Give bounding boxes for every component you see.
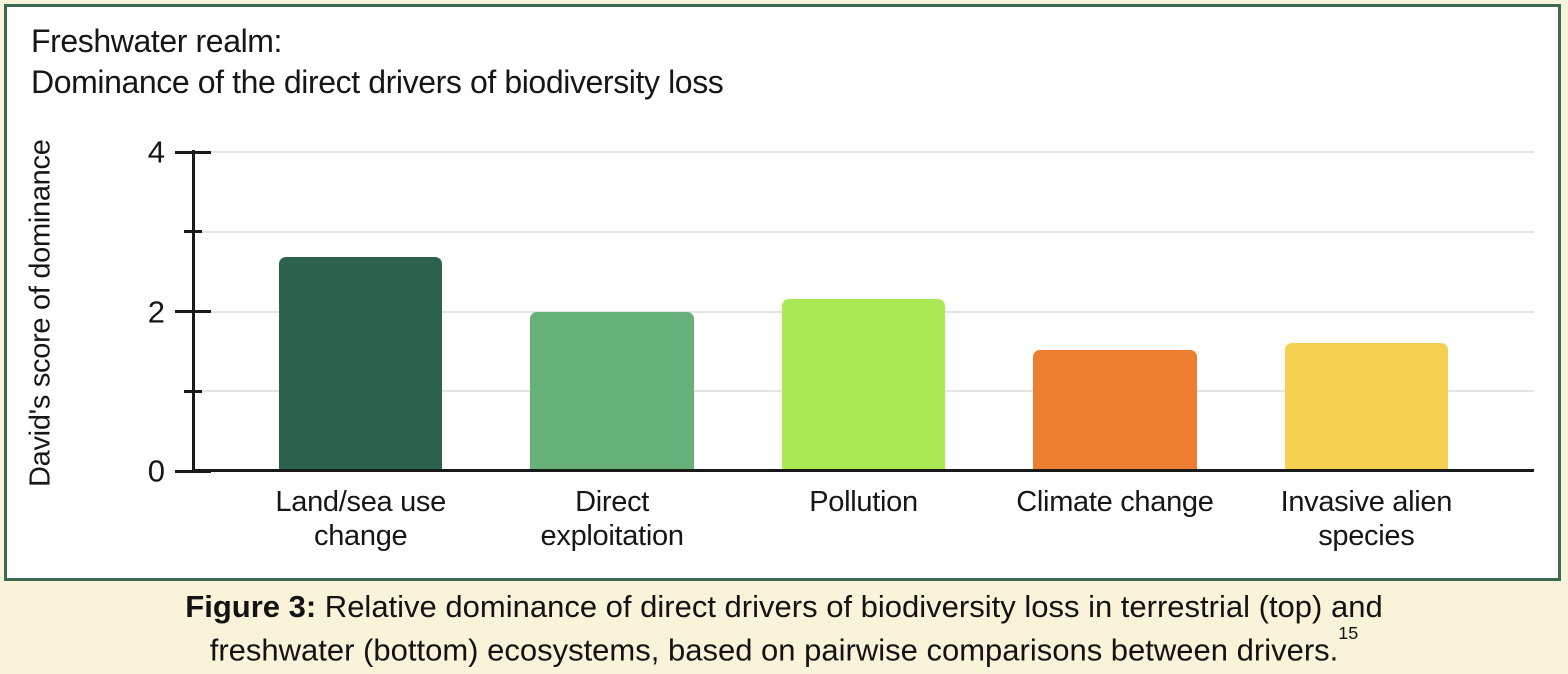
bar [781, 298, 946, 471]
chart-panel: Freshwater realm: Dominance of the direc… [4, 4, 1561, 581]
gridline [193, 151, 1534, 153]
figure-caption: Figure 3: Relative dominance of direct d… [0, 588, 1568, 668]
caption-figure-label: Figure 3: [185, 589, 317, 624]
bar [530, 311, 694, 471]
bar [279, 257, 443, 471]
x-axis-label: Climate change [1016, 486, 1214, 518]
y-axis-tick [175, 150, 211, 154]
gridline [193, 230, 1534, 233]
y-tick-label: 0 [147, 453, 165, 489]
caption-line-1-text: Relative dominance of direct drivers of … [316, 589, 1383, 624]
x-axis-label: Invasive alien species [1280, 486, 1453, 552]
plot-area: 0 2 4 [148, 137, 1534, 487]
x-axis-label: Land/sea use change [275, 486, 446, 552]
bars-group [193, 152, 1534, 471]
bar-slot [486, 152, 737, 471]
bar-slot [1241, 152, 1492, 471]
bar-slot [989, 152, 1240, 471]
x-axis-labels: Land/sea use change Direct exploitation Po… [193, 485, 1534, 553]
y-tick-label: 2 [147, 294, 165, 329]
chart-title-line-2: Dominance of the direct drivers of biodi… [31, 64, 724, 100]
caption-line-2-text: freshwater (bottom) ecosystems, based on… [209, 632, 1339, 668]
x-axis-line [192, 469, 1534, 472]
x-axis-label: Pollution [809, 486, 918, 518]
chart-title: Freshwater realm: Dominance of the direc… [31, 21, 724, 103]
y-axis-tick [175, 310, 211, 313]
caption-line-1: Figure 3: Relative dominance of direct d… [0, 588, 1568, 625]
bar-slot [738, 152, 989, 471]
caption-line-2: freshwater (bottom) ecosystems, based on… [0, 623, 1568, 668]
x-axis-label: Direct exploitation [540, 486, 684, 552]
chart-title-line-1: Freshwater realm: [31, 23, 283, 59]
footnote-reference: 15 [1338, 623, 1359, 644]
bar [1284, 342, 1449, 471]
bar-slot [235, 152, 486, 471]
y-tick-label: 4 [147, 134, 165, 170]
y-axis-title: David's score of dominance [24, 139, 57, 487]
y-axis-tick [184, 230, 202, 234]
bar [1033, 349, 1197, 471]
y-axis-tick [184, 389, 202, 393]
